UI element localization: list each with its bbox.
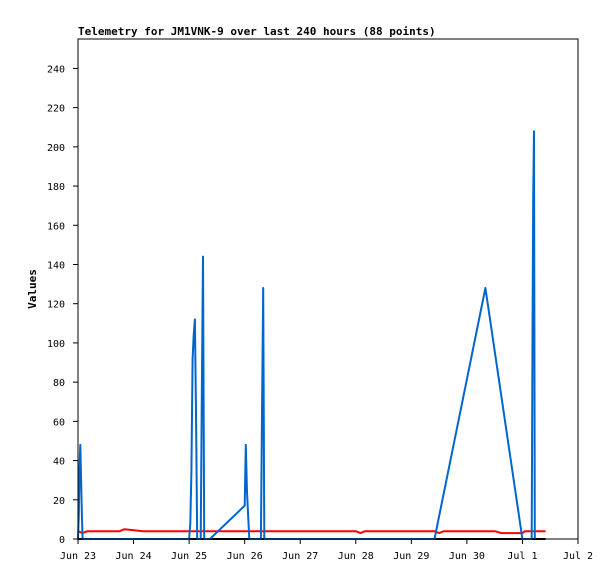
x-tick-label: Jun 26 bbox=[227, 551, 263, 562]
x-tick-label: Jul 2 bbox=[563, 551, 593, 562]
y-tick-label: 100 bbox=[47, 339, 65, 350]
series-group bbox=[77, 130, 546, 540]
y-tick-label: 200 bbox=[47, 143, 65, 154]
series-line-1 bbox=[77, 528, 546, 535]
x-tick-label: Jun 28 bbox=[338, 551, 374, 562]
y-tick-label: 80 bbox=[53, 378, 65, 389]
y-tick-label: 220 bbox=[47, 104, 65, 115]
y-axis-label: Values bbox=[26, 269, 39, 309]
x-tick-label: Jun 24 bbox=[115, 551, 151, 562]
y-tick-label: 0 bbox=[59, 535, 65, 546]
x-tick-label: Jun 30 bbox=[449, 551, 485, 562]
y-tick-label: 240 bbox=[47, 64, 65, 75]
series-line-2 bbox=[77, 130, 536, 540]
x-tick-label: Jun 29 bbox=[393, 551, 429, 562]
plot-frame bbox=[77, 38, 579, 540]
x-tick-label: Jun 27 bbox=[282, 551, 318, 562]
y-tick-label: 140 bbox=[47, 260, 65, 271]
x-tick-label: Jul 1 bbox=[507, 551, 537, 562]
y-tick-label: 120 bbox=[47, 300, 65, 311]
y-tick-label: 160 bbox=[47, 221, 65, 232]
y-tick-label: 180 bbox=[47, 182, 65, 193]
chart-title: Telemetry for JM1VNK-9 over last 240 hou… bbox=[78, 25, 436, 38]
y-tick-label: 20 bbox=[53, 496, 65, 507]
x-tick-label: Jun 23 bbox=[60, 551, 96, 562]
x-tick-label: Jun 25 bbox=[171, 551, 207, 562]
y-tick-label: 60 bbox=[53, 417, 65, 428]
y-tick-label: 40 bbox=[53, 457, 65, 468]
axis-ticks: 0 20 40 60 80 100 120 140 160 180 200 220 240 Jun 23 J… bbox=[47, 64, 593, 562]
